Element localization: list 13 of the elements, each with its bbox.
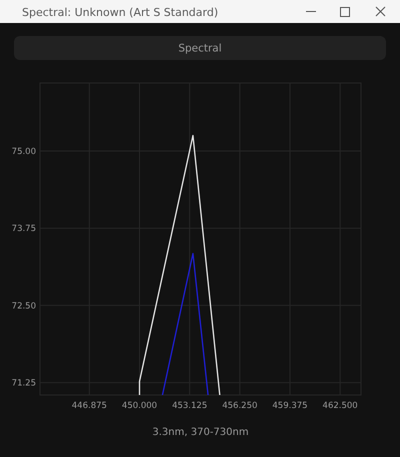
x-tick-label: 446.875 [72, 401, 107, 411]
chart-title: Spectral: Unknown (Art S Standard) [22, 6, 218, 19]
chart-subtitle: Spectral [178, 42, 222, 54]
y-tick-label: 72.50 [12, 301, 36, 312]
y-tick-label: 71.25 [12, 378, 36, 389]
x-tick-label: 462.500 [322, 401, 358, 411]
x-tick-label: 456.250 [222, 401, 258, 411]
x-axis-title: 3.3nm, 370-730nm [152, 427, 249, 438]
x-tick-label: 450.000 [122, 401, 158, 411]
x-tick-label: 453.125 [172, 401, 208, 411]
y-tick-label: 73.75 [12, 224, 36, 234]
x-tick-label: 459.375 [272, 401, 308, 411]
y-tick-label: 75.00 [12, 146, 36, 157]
